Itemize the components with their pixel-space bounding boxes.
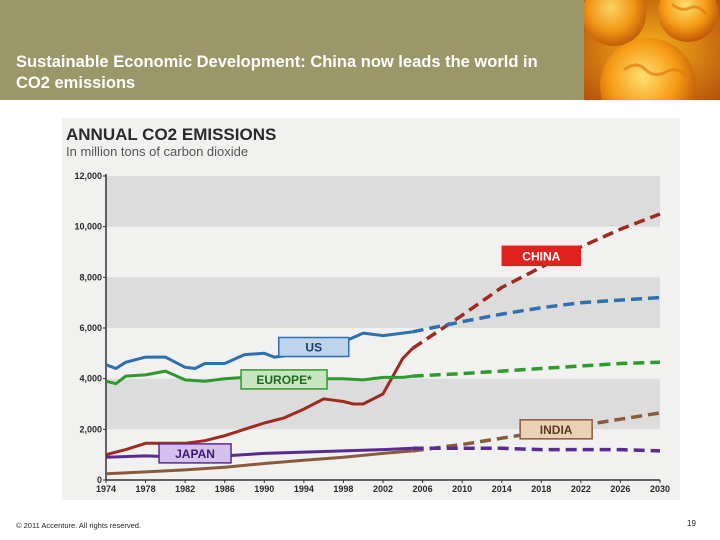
x-tick-label: 2026 — [610, 484, 630, 494]
page-number: 19 — [687, 519, 696, 528]
us-series-label: US — [305, 341, 322, 355]
y-tick-label: 0 — [97, 475, 102, 485]
x-tick-label: 1986 — [215, 484, 235, 494]
x-tick-label: 2010 — [452, 484, 472, 494]
copyright-notice: © 2011 Accenture. All rights reserved. — [16, 521, 142, 530]
chart-subtitle: In million tons of carbon dioxide — [66, 144, 248, 159]
europe-series-label: EUROPE* — [256, 373, 312, 387]
globe-image — [584, 0, 720, 100]
japan-projection-line — [412, 446, 661, 453]
us-historical-line — [105, 330, 413, 370]
china-series-label: CHINA — [522, 249, 560, 263]
co2-emissions-chart: ANNUAL CO2 EMISSIONS In million tons of … — [66, 125, 670, 494]
japan-series-label: JAPAN — [175, 447, 215, 461]
chart-panel: ANNUAL CO2 EMISSIONS In million tons of … — [62, 118, 680, 500]
grid-band — [106, 277, 660, 328]
y-tick-label: 4,000 — [79, 374, 102, 384]
india-projection-line — [412, 411, 661, 453]
europe-label-box — [240, 369, 328, 390]
india-series-label: INDIA — [540, 423, 573, 437]
china-label-box — [501, 245, 582, 267]
japan-label-box — [158, 443, 232, 464]
china-projection-line — [411, 212, 661, 350]
x-tick-label: 2030 — [650, 484, 670, 494]
x-tick-label: 2006 — [413, 484, 433, 494]
grid-band — [106, 176, 660, 227]
x-tick-label: 1994 — [294, 484, 314, 494]
x-tick-label: 1982 — [175, 484, 195, 494]
india-historical-line — [105, 449, 413, 476]
y-tick-label: 6,000 — [79, 323, 102, 333]
x-tick-label: 1998 — [333, 484, 353, 494]
x-tick-label: 2018 — [531, 484, 551, 494]
us-projection-line — [412, 295, 661, 334]
y-tick-label: 2,000 — [79, 424, 102, 434]
slide-title: Sustainable Economic Development: China … — [16, 53, 538, 92]
y-tick-label: 10,000 — [74, 222, 102, 232]
x-tick-label: 1978 — [136, 484, 156, 494]
india-label-box — [519, 419, 593, 440]
x-tick-label: 1974 — [96, 484, 116, 494]
x-tick-label: 1990 — [254, 484, 274, 494]
x-tick-label: 2002 — [373, 484, 393, 494]
chart-title: ANNUAL CO2 EMISSIONS — [66, 125, 276, 144]
europe-projection-line — [412, 360, 661, 378]
y-tick-label: 12,000 — [74, 171, 102, 181]
x-tick-label: 2022 — [571, 484, 591, 494]
y-tick-label: 8,000 — [79, 272, 102, 282]
us-label-box — [278, 336, 350, 358]
x-tick-label: 2014 — [492, 484, 512, 494]
